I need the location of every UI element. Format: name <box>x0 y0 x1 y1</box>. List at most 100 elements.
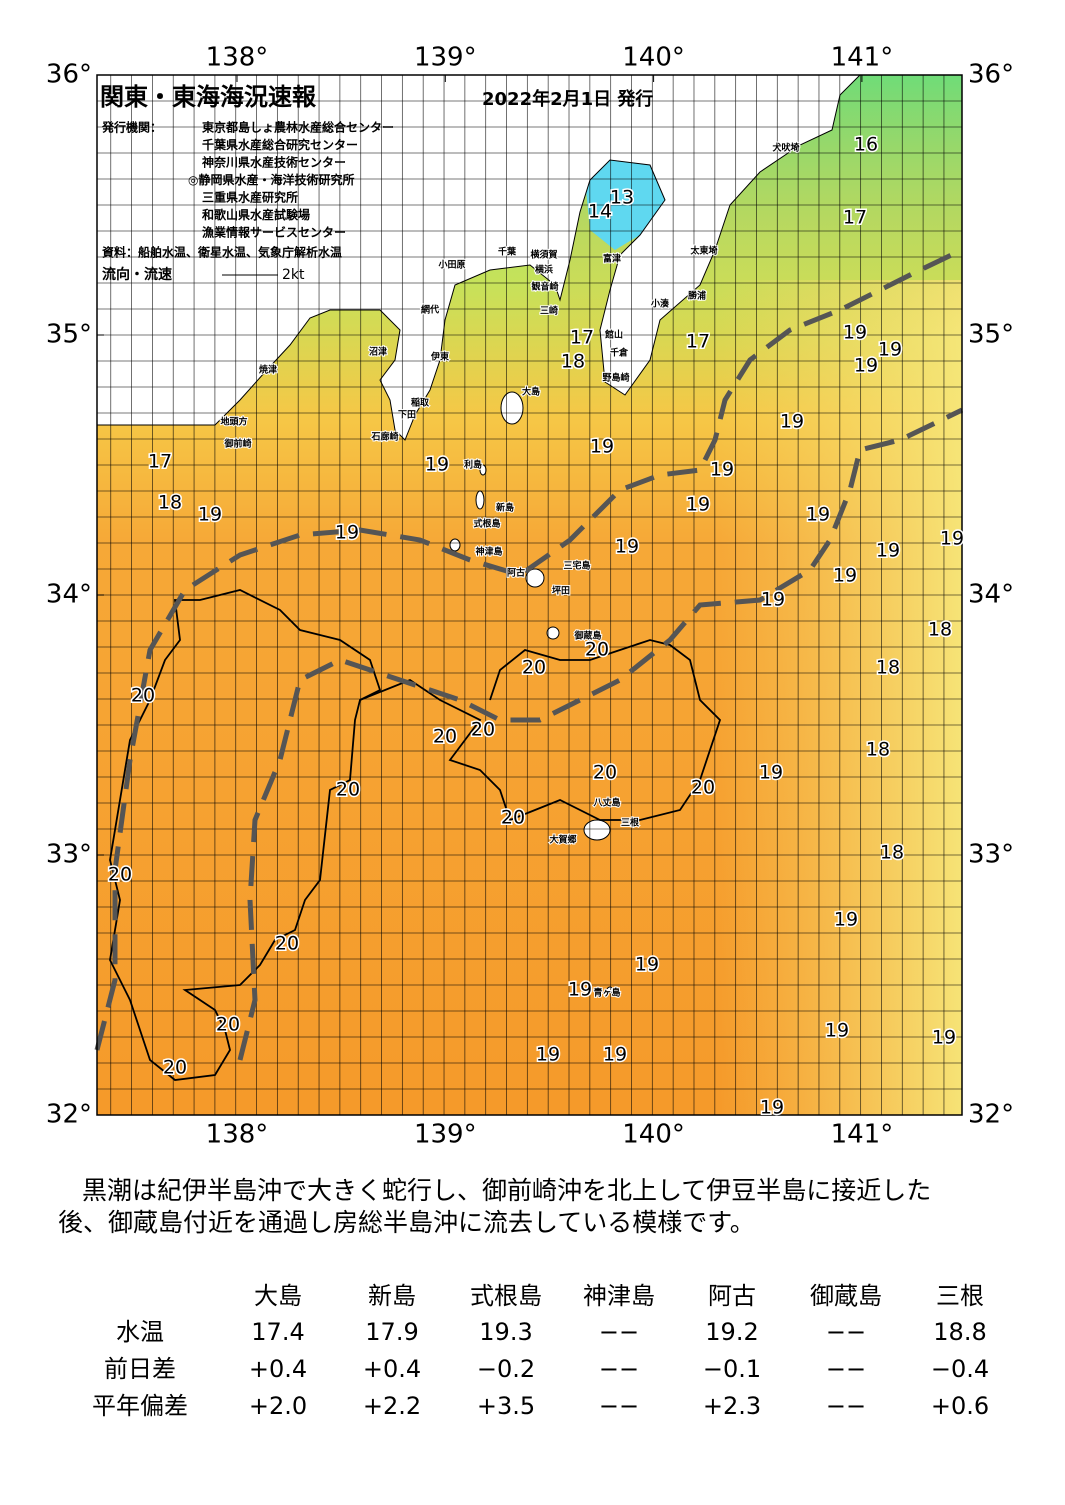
temperature-label: 17 <box>686 331 710 353</box>
table-header: 御蔵島 <box>810 1282 882 1310</box>
temperature-label: 20 <box>471 719 495 741</box>
temperature-label: 18 <box>928 619 952 641</box>
temperature-label: 19 <box>878 339 902 361</box>
source: 資料：船舶水温、衛星水温、気象庁解析水温 <box>102 245 342 260</box>
temperature-label: 19 <box>603 1044 627 1066</box>
place-name: 館山 <box>604 329 623 341</box>
table-cell: 19.2 <box>705 1318 758 1346</box>
place-name: 小田原 <box>437 259 465 271</box>
table-cell: −− <box>599 1392 639 1420</box>
temperature-label: 20 <box>336 779 360 801</box>
description: 黒潮は紀伊半島沖で大きく蛇行し、御前崎沖を北上して伊豆半島に接近した <box>82 1176 931 1205</box>
issuer: 和歌山県水産試験場 <box>201 207 310 222</box>
flow-label: 流向・流速 <box>102 266 172 283</box>
place-name: 地頭方 <box>220 416 247 428</box>
place-name: 石廊崎 <box>370 431 398 443</box>
temperature-label: 20 <box>163 1057 187 1079</box>
temperature-label: 19 <box>760 1097 784 1119</box>
temperature-label: 18 <box>866 739 890 761</box>
table-cell: 17.4 <box>251 1318 304 1346</box>
temperature-label: 20 <box>522 657 546 679</box>
place-name: 八丈島 <box>592 797 620 809</box>
place-name: 野島崎 <box>602 372 629 384</box>
lon-label: 141° <box>831 1120 894 1150</box>
temperature-label: 20 <box>275 933 299 955</box>
table-header: 新島 <box>368 1282 416 1310</box>
table-cell: −− <box>826 1318 866 1346</box>
place-name: 横須賀 <box>530 249 557 261</box>
place-name: 稲取 <box>411 397 430 409</box>
table-cell: +3.5 <box>477 1392 535 1420</box>
temperature-label: 19 <box>759 762 783 784</box>
lon-label: 140° <box>622 1120 685 1150</box>
place-name: 沼津 <box>369 346 387 358</box>
table-cell: +0.4 <box>249 1355 307 1383</box>
temperature-label: 20 <box>501 807 525 829</box>
temperature-label: 19 <box>932 1027 956 1049</box>
temperature-label: 18 <box>561 351 585 373</box>
temperature-label: 19 <box>825 1020 849 1042</box>
temperature-label: 19 <box>425 454 449 476</box>
place-name: 式根島 <box>473 518 500 530</box>
table-header: 三根 <box>936 1282 984 1310</box>
temperature-label: 17 <box>148 451 172 473</box>
issuer: 東京都島しょ農林水産総合センター <box>202 120 394 135</box>
lat-label: 36° <box>968 60 1014 90</box>
temperature-label: 19 <box>843 322 867 344</box>
place-name: 網代 <box>421 304 439 316</box>
temperature-label: 18 <box>880 842 904 864</box>
lon-label: 139° <box>414 1120 477 1150</box>
temperature-label: 19 <box>536 1044 560 1066</box>
lat-label: 34° <box>46 580 92 610</box>
issuer-label: 発行機関： <box>101 120 162 135</box>
table-cell: +0.4 <box>363 1355 421 1383</box>
issuer: 漁業情報サービスセンター <box>202 225 346 240</box>
description: 後、御蔵島付近を通過し房総半島沖に流去している模様です。 <box>58 1208 755 1237</box>
lat-label: 32° <box>46 1100 92 1130</box>
temperature-label: 16 <box>854 134 878 156</box>
lat-label: 32° <box>968 1100 1014 1130</box>
place-name: 下田 <box>398 410 416 421</box>
map-date: 2022年2月1日 発行 <box>482 88 653 110</box>
lat-label: 35° <box>968 320 1014 350</box>
table-cell: −0.4 <box>931 1355 989 1383</box>
table-header: 大島 <box>254 1282 302 1310</box>
place-name: 三根 <box>621 817 640 829</box>
temperature-label: 19 <box>834 909 858 931</box>
map: 関東・東海海況速報 2022年2月1日 発行 発行機関： 資料：船舶水温、衛星水… <box>94 74 964 1116</box>
place-name: 青ヶ島 <box>593 987 620 999</box>
temperature-label: 19 <box>686 494 710 516</box>
place-name: 坪田 <box>552 585 570 597</box>
temperature-label: 20 <box>593 762 617 784</box>
place-name: 伊東 <box>430 351 449 363</box>
temperature-label: 17 <box>570 327 594 349</box>
temperature-label: 19 <box>806 504 830 526</box>
place-name: 御前崎 <box>223 438 251 450</box>
table-header: 神津島 <box>583 1282 655 1310</box>
map-title: 関東・東海海況速報 <box>100 83 317 111</box>
temperature-label: 19 <box>710 459 734 481</box>
place-name: 御蔵島 <box>573 630 601 642</box>
lat-label: 36° <box>46 60 92 90</box>
temperature-label: 13 <box>610 187 634 209</box>
temperature-label: 19 <box>335 522 359 544</box>
place-name: 神津島 <box>475 546 502 558</box>
table-header: 式根島 <box>470 1282 542 1310</box>
table-cell: +0.6 <box>931 1392 989 1420</box>
lat-label: 33° <box>46 840 92 870</box>
temperature-label: 19 <box>635 954 659 976</box>
place-name: 大島 <box>522 386 540 398</box>
row-label: 水温 <box>116 1318 164 1346</box>
temperature-label: 20 <box>216 1014 240 1036</box>
table-cell: 19.3 <box>479 1318 532 1346</box>
lon-label: 138° <box>206 1120 269 1150</box>
lon-label: 141° <box>831 43 894 73</box>
place-name: 観音崎 <box>531 281 558 293</box>
temperature-label: 19 <box>833 565 857 587</box>
table-cell: −− <box>826 1355 866 1383</box>
row-label: 前日差 <box>104 1355 176 1383</box>
place-name: 新島 <box>496 502 514 514</box>
place-name: 焼津 <box>259 364 277 376</box>
temperature-label: 18 <box>876 657 900 679</box>
grid <box>97 75 962 1115</box>
